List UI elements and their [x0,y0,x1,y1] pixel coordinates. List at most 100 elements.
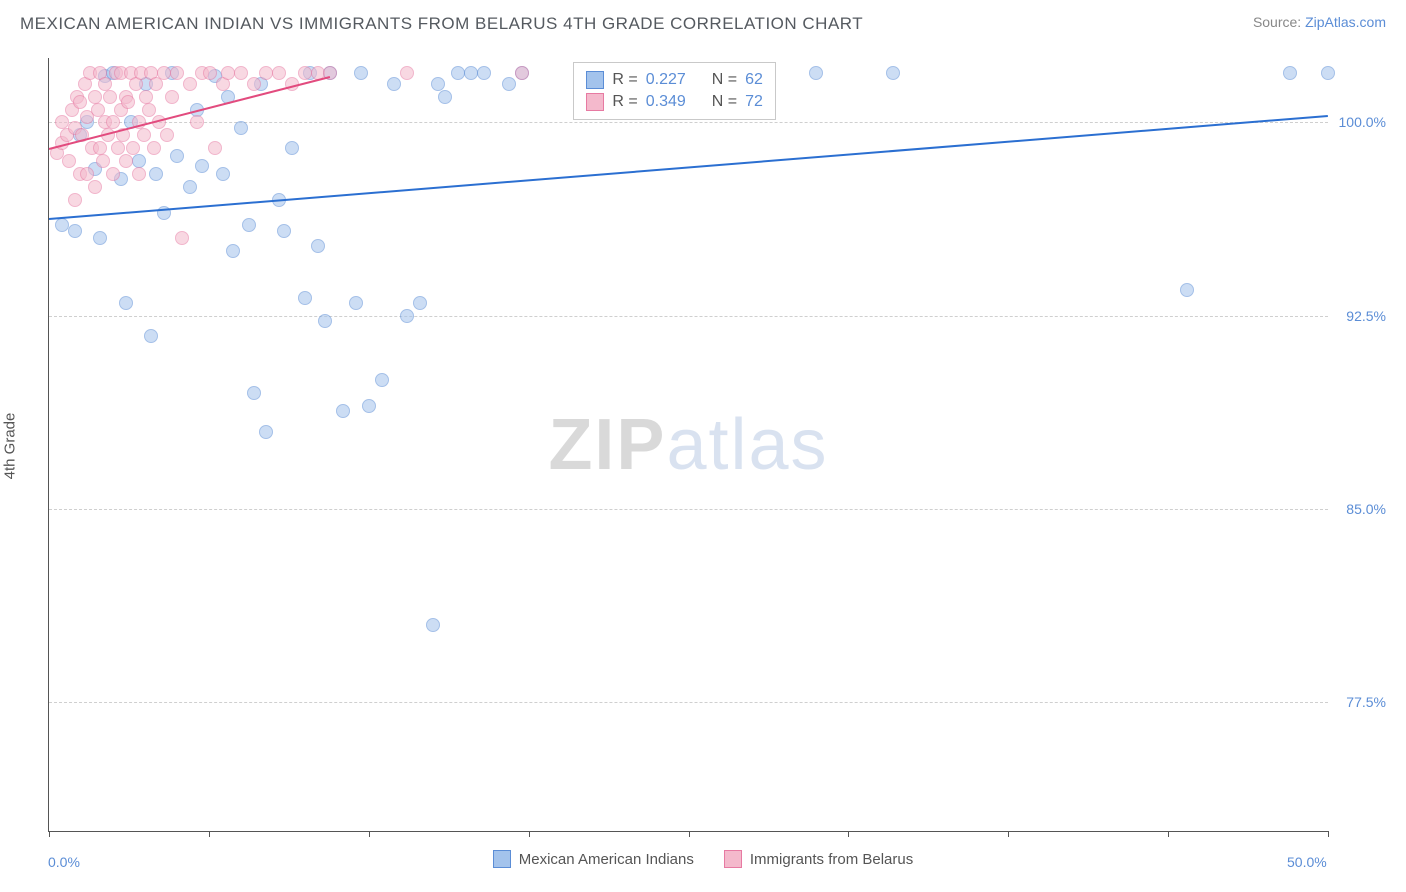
scatter-point-mexican [1180,283,1194,297]
scatter-point-belarus [132,167,146,181]
r-value: 0.349 [646,93,686,111]
scatter-point-mexican [242,218,256,232]
scatter-point-belarus [73,95,87,109]
x-tick [1168,831,1169,837]
n-value: 62 [745,71,763,89]
scatter-point-mexican [349,296,363,310]
x-tick [529,831,530,837]
source-link[interactable]: ZipAtlas.com [1305,14,1386,30]
scatter-point-belarus [160,128,174,142]
legend-swatch-belarus [724,850,742,868]
scatter-point-belarus [121,95,135,109]
scatter-point-belarus [111,141,125,155]
n-value: 72 [745,93,763,111]
scatter-point-mexican [216,167,230,181]
watermark-atlas: atlas [666,405,828,485]
n-label: N = [712,93,737,111]
scatter-point-mexican [119,296,133,310]
scatter-point-belarus [126,141,140,155]
legend-label: Mexican American Indians [519,851,694,868]
scatter-point-mexican [234,121,248,135]
scatter-point-belarus [234,66,248,80]
swatch-mexican [586,71,604,89]
scatter-point-belarus [175,231,189,245]
y-tick-label: 92.5% [1346,308,1386,324]
scatter-point-mexican [318,314,332,328]
watermark: ZIPatlas [548,404,828,486]
scatter-point-mexican [477,66,491,80]
r-value: 0.227 [646,71,686,89]
scatter-point-mexican [298,291,312,305]
scatter-point-belarus [88,90,102,104]
scatter-point-mexican [195,159,209,173]
scatter-point-mexican [809,66,823,80]
y-tick-label: 85.0% [1346,501,1386,517]
scatter-point-mexican [311,239,325,253]
scatter-point-belarus [272,66,286,80]
scatter-point-mexican [400,309,414,323]
scatter-point-belarus [96,154,110,168]
scatter-point-belarus [93,141,107,155]
scatter-point-belarus [247,77,261,91]
scatter-point-mexican [1283,66,1297,80]
x-tick [848,831,849,837]
n-label: N = [712,71,737,89]
scatter-point-mexican [502,77,516,91]
scatter-point-mexican [247,386,261,400]
scatter-point-belarus [203,66,217,80]
scatter-point-mexican [277,224,291,238]
scatter-point-belarus [142,103,156,117]
scatter-point-mexican [183,180,197,194]
scatter-point-mexican [170,149,184,163]
x-tick [49,831,50,837]
scatter-point-mexican [1321,66,1335,80]
scatter-point-mexican [149,167,163,181]
scatter-point-belarus [170,66,184,80]
watermark-zip: ZIP [548,405,666,485]
x-tick [369,831,370,837]
scatter-point-belarus [190,115,204,129]
x-tick [209,831,210,837]
scatter-point-mexican [285,141,299,155]
x-tick [689,831,690,837]
scatter-point-mexican [426,618,440,632]
plot-region: ZIPatlas 77.5%85.0%92.5%100.0%R =0.227N … [48,58,1328,832]
scatter-point-belarus [400,66,414,80]
scatter-point-belarus [106,167,120,181]
legend-item-belarus: Immigrants from Belarus [724,850,913,868]
scatter-point-mexican [438,90,452,104]
scatter-point-mexican [226,244,240,258]
gridline-h [49,509,1328,510]
scatter-point-belarus [68,193,82,207]
scatter-point-mexican [413,296,427,310]
scatter-point-belarus [62,154,76,168]
scatter-point-belarus [103,90,117,104]
scatter-point-belarus [515,66,529,80]
source-prefix: Source: [1253,14,1305,30]
legend-item-mexican: Mexican American Indians [493,850,694,868]
x-tick [1328,831,1329,837]
scatter-point-mexican [68,224,82,238]
scatter-point-mexican [259,425,273,439]
scatter-point-belarus [147,141,161,155]
scatter-point-mexican [387,77,401,91]
scatter-point-belarus [88,180,102,194]
scatter-point-mexican [93,231,107,245]
scatter-point-mexican [336,404,350,418]
stats-row-belarus: R =0.349N =72 [586,91,763,113]
scatter-point-mexican [431,77,445,91]
source-attribution: Source: ZipAtlas.com [1253,14,1386,30]
chart-area: ZIPatlas 77.5%85.0%92.5%100.0%R =0.227N … [48,58,1388,832]
legend-label: Immigrants from Belarus [750,851,913,868]
scatter-point-mexican [144,329,158,343]
legend-swatch-mexican [493,850,511,868]
stats-box: R =0.227N =62R =0.349N =72 [573,62,776,120]
x-tick [1008,831,1009,837]
scatter-point-belarus [137,128,151,142]
scatter-point-belarus [165,90,179,104]
scatter-point-mexican [362,399,376,413]
gridline-h [49,316,1328,317]
y-tick-label: 100.0% [1339,114,1386,130]
scatter-point-belarus [106,115,120,129]
r-label: R = [612,71,637,89]
